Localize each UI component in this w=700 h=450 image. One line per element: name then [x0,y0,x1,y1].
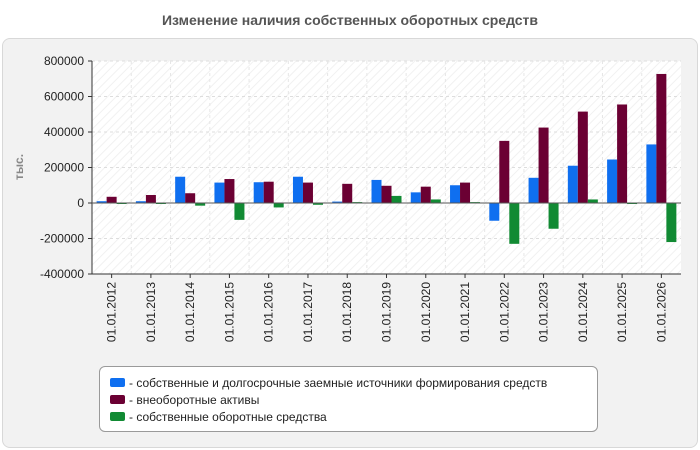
legend-swatch [110,412,125,421]
bar [410,192,421,203]
bar [273,203,284,208]
x-tick-label: 01.01.2020 [419,282,433,342]
bar [224,179,235,203]
bar [234,203,245,220]
x-tick-label: 01.01.2013 [144,282,158,342]
bar [420,186,431,203]
chart-title: Изменение наличия собственных оборотных … [161,12,539,28]
x-tick-label: 01.01.2019 [380,282,394,342]
bar [145,195,156,203]
y-tick-label: 0 [77,196,84,210]
bar [460,182,471,203]
bar [195,203,206,206]
y-tick-label: -400000 [40,267,84,281]
bar [666,203,677,243]
y-tick-label: 400000 [44,125,84,139]
bar [214,182,225,203]
x-tick-label: 01.01.2014 [183,282,197,342]
legend-swatch [110,378,125,387]
legend-swatch [110,395,125,404]
legend-item-non-current-assets: - внеоборотные активы [110,391,597,408]
bar [96,201,107,203]
bar [332,201,343,203]
bar [567,165,578,203]
legend-label: - собственные оборотные средства [129,409,327,424]
bar [577,111,588,203]
bar [587,199,598,203]
legend: - собственные и долгосрочные заемные ист… [99,366,598,432]
y-tick-label: -200000 [40,232,84,246]
bar [302,182,313,203]
x-tick-label: 01.01.2018 [340,282,354,342]
bar [617,104,628,203]
bar [528,177,539,203]
x-tick-label: 01.01.2016 [262,282,276,342]
legend-item-own-and-long-term-sources: - собственные и долгосрочные заемные ист… [110,374,597,391]
bar [538,127,549,203]
x-tick-label: 01.01.2015 [222,282,236,342]
legend-item-own-working-capital: - собственные оборотные средства [110,408,597,425]
x-tick-label: 01.01.2025 [615,282,629,342]
bar [263,181,274,203]
bar [185,193,196,203]
bar [656,73,667,204]
bar [499,140,510,203]
x-tick-label: 01.01.2024 [576,282,590,342]
bar [371,179,382,203]
bar [489,203,500,221]
bar [646,144,657,203]
x-tick-label: 01.01.2012 [105,282,119,342]
y-tick-label: 200000 [44,161,84,175]
legend-label: - внеоборотные активы [129,392,260,407]
bar [292,176,303,203]
bar [450,185,461,203]
y-axis-label: тыс. [12,154,26,180]
y-tick-label: 600000 [44,90,84,104]
y-tick-label: 800000 [44,54,84,68]
x-tick-label: 01.01.2017 [301,282,315,342]
bar [391,195,402,203]
legend-label: - собственные и долгосрочные заемные ист… [129,375,548,390]
bar [430,199,441,203]
x-tick-label: 01.01.2022 [497,282,511,342]
bar [509,203,520,244]
bar [342,183,353,203]
bar [381,185,392,203]
bar [106,196,117,203]
bar [135,201,146,203]
bar [312,203,323,205]
x-tick-label: 01.01.2026 [654,282,668,342]
bar [607,159,618,203]
x-tick-label: 01.01.2021 [458,282,472,342]
bar [175,176,186,203]
bar [548,203,559,229]
bar [253,182,264,203]
x-tick-label: 01.01.2023 [537,282,551,342]
